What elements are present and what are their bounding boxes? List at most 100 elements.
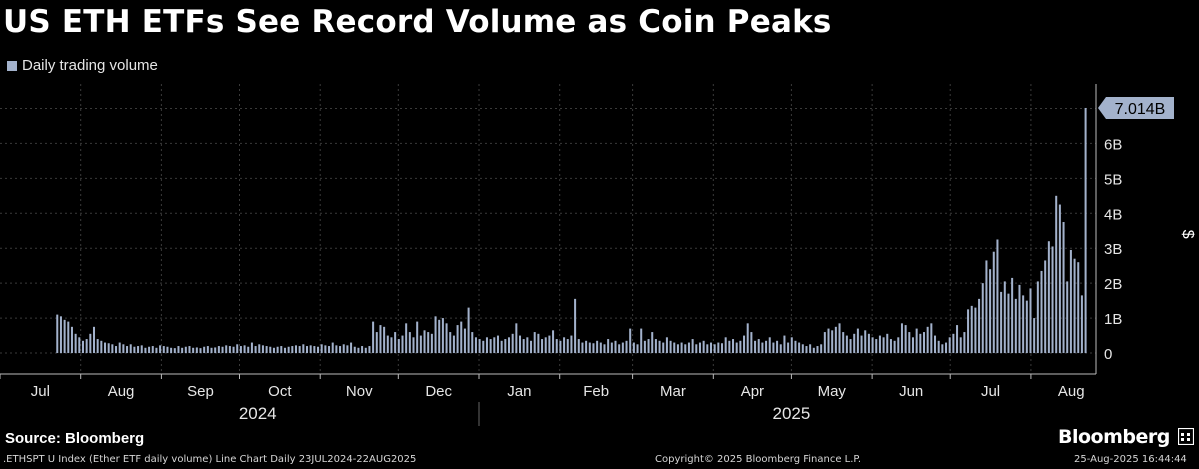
volume-bar (842, 332, 845, 354)
y-axis-title: $ (1179, 230, 1196, 239)
volume-bar (63, 319, 66, 354)
legend-swatch (7, 60, 17, 71)
volume-bar (812, 347, 815, 354)
volume-bar (265, 346, 268, 354)
volume-bar (552, 330, 555, 354)
volume-bar (342, 344, 345, 354)
y-tick-label: 6B (1104, 136, 1122, 153)
volume-bar (930, 323, 933, 354)
volume-bar (122, 344, 125, 354)
volume-bar (434, 316, 437, 354)
volume-bar (214, 347, 217, 354)
volume-bar (78, 337, 81, 354)
volume-bar (886, 333, 889, 354)
volume-bar (522, 339, 525, 354)
volume-bar (272, 347, 275, 354)
volume-bar (140, 345, 143, 354)
volume-bar (247, 346, 250, 354)
volume-bar (996, 239, 999, 354)
volume-bar (989, 269, 992, 354)
volume-bar (1025, 300, 1028, 354)
volume-bar (386, 335, 389, 354)
volume-bar (882, 337, 885, 354)
volume-bar (739, 340, 742, 354)
x-tick-label: Jan (507, 383, 531, 400)
y-tick-label: 0 (1104, 346, 1112, 363)
volume-bar (81, 340, 84, 354)
volume-bar (559, 340, 562, 354)
volume-bar (754, 340, 757, 354)
footer-timestamp: 25-Aug-2025 16:44:44 (1074, 454, 1187, 465)
x-tick-label: Oct (268, 383, 292, 400)
volume-bar (1000, 291, 1003, 354)
volume-bar (471, 332, 474, 354)
volume-bar (287, 346, 290, 354)
volume-bar (537, 333, 540, 354)
volume-bar (783, 335, 786, 354)
volume-bar (632, 342, 635, 354)
volume-bar (970, 305, 973, 354)
volume-bar (621, 342, 624, 354)
volume-bar (1058, 204, 1061, 354)
volume-bar (978, 298, 981, 354)
bars (56, 107, 1087, 354)
volume-bar (875, 339, 878, 354)
footer-description: .ETHSPT U Index (Ether ETF daily volume)… (3, 454, 417, 465)
volume-bar (992, 251, 995, 354)
volume-bar (581, 342, 584, 354)
volume-bar (291, 346, 294, 354)
volume-bar (261, 345, 264, 354)
volume-bar (339, 346, 342, 354)
volume-bar (357, 347, 360, 354)
volume-bar (665, 337, 668, 354)
x-tick-label: Dec (425, 383, 452, 400)
volume-bar (713, 344, 716, 354)
volume-bar (449, 332, 452, 354)
volume-bar (519, 335, 522, 354)
volume-bar (945, 342, 948, 354)
volume-bar (489, 339, 492, 354)
year-label: 2025 (772, 404, 810, 423)
volume-bar (478, 339, 481, 354)
volume-bar (463, 328, 466, 354)
y-tick-label: 3B (1104, 241, 1122, 258)
volume-bar (412, 337, 415, 354)
volume-bar (658, 340, 661, 354)
volume-bar (375, 332, 378, 354)
volume-bar (507, 337, 511, 354)
volume-bar (1080, 295, 1083, 354)
volume-bar (173, 348, 176, 354)
volume-bar (221, 346, 224, 354)
volume-bar (867, 333, 870, 354)
legend-label: Daily trading volume (22, 57, 158, 74)
volume-bar (148, 346, 151, 354)
volume-bar (831, 330, 834, 354)
volume-bar (405, 323, 408, 354)
y-tick-label: 2B (1104, 276, 1122, 293)
volume-bar (328, 346, 331, 354)
volume-bar (629, 328, 632, 354)
volume-bar (889, 339, 892, 354)
volume-bar (467, 307, 470, 354)
volume-bar (159, 345, 162, 354)
volume-bar (820, 344, 823, 354)
volume-bar (394, 332, 397, 354)
volume-bar (96, 339, 99, 354)
volume-bar (860, 335, 863, 354)
volume-bar (427, 332, 430, 354)
volume-bar (1055, 195, 1058, 354)
volume-bar (460, 321, 463, 354)
volume-bar (864, 330, 867, 354)
volume-bar (871, 337, 874, 354)
volume-bar (809, 344, 812, 354)
volume-bar (640, 328, 643, 354)
volume-bar (915, 328, 918, 354)
volume-bar (651, 332, 654, 354)
volume-bar (574, 298, 577, 354)
volume-bar (937, 340, 940, 354)
volume-bar (74, 333, 77, 354)
volume-bar (515, 323, 518, 354)
chart-title: US ETH ETFs See Record Volume as Coin Pe… (3, 4, 832, 40)
volume-bar (280, 346, 283, 354)
y-tick-label: 5B (1104, 171, 1122, 188)
